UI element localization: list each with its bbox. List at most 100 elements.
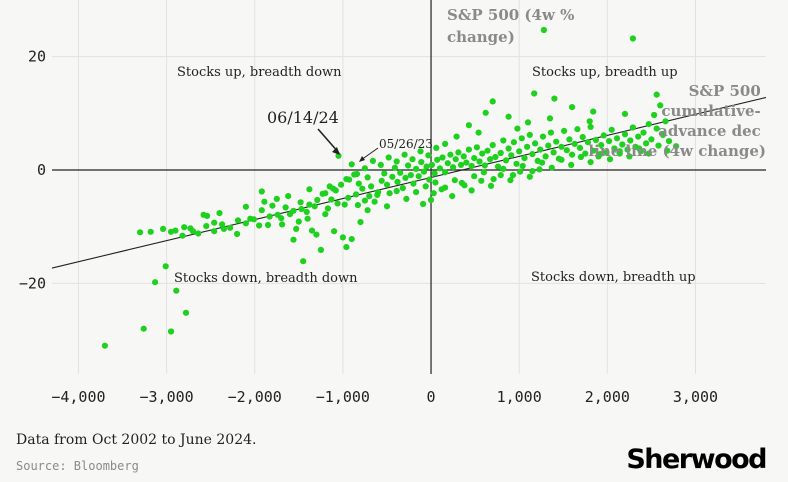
scatter-point (234, 230, 241, 238)
grid-lines (52, 0, 766, 374)
scatter-point (626, 153, 633, 160)
scatter-point (521, 155, 528, 162)
scatter-point (369, 157, 376, 164)
scatter-point (621, 110, 629, 117)
scatter-point (547, 129, 555, 136)
scatter-point (657, 102, 664, 109)
scatter-point (407, 172, 414, 179)
scatter-point (613, 135, 621, 142)
scatter-point (513, 160, 520, 167)
scatter-point (531, 90, 538, 97)
sherwood-logo: Sherwood (626, 444, 767, 475)
scatter-point (645, 121, 652, 128)
scatter-point (479, 150, 486, 157)
scatter-point (311, 203, 318, 210)
scatter-point (526, 131, 533, 138)
scatter-point (147, 228, 154, 235)
scatter-point (468, 187, 475, 194)
scatter-point (627, 137, 634, 144)
scatter-point (664, 147, 671, 154)
scatter-point (673, 143, 680, 150)
scatter-point (616, 148, 623, 155)
scatter-point (471, 173, 478, 180)
scatter-point (410, 180, 417, 187)
scatter-point (339, 234, 346, 241)
scatter-point (546, 115, 554, 122)
scatter-point (173, 287, 180, 294)
scatter-point (444, 160, 451, 167)
scatter-point (640, 129, 647, 136)
scatter-point (465, 122, 472, 129)
scatter-point (306, 201, 313, 208)
scatter-point (258, 188, 265, 195)
scatter-point (665, 138, 673, 145)
scatter-point (431, 170, 438, 177)
scatter-point (452, 156, 459, 163)
scatter-point (428, 161, 435, 168)
scatter-point (357, 219, 364, 226)
scatter-point (331, 228, 338, 235)
scatter-point (368, 183, 375, 190)
scatter-point (355, 180, 362, 187)
scatter-point (540, 26, 548, 34)
x-tick-label: −3,000 (139, 388, 193, 406)
scatter-point (427, 196, 435, 204)
scatter-point (393, 187, 400, 195)
scatter-point (451, 177, 458, 184)
scatter-point (137, 229, 144, 236)
scatter-point (353, 170, 361, 178)
scatter-point (517, 168, 524, 175)
scatter-point (484, 147, 491, 154)
scatter-point (542, 153, 549, 160)
scatter-point (624, 146, 631, 153)
scatter-point (303, 208, 310, 215)
scatter-point (463, 159, 470, 166)
scatter-point (417, 148, 424, 155)
scatter-point (592, 136, 600, 144)
y-tick-label: −20 (19, 274, 46, 292)
scatter-point (480, 169, 487, 176)
quadrant-label-down-down: Stocks down, breadth down (174, 271, 358, 286)
scatter-point (439, 154, 446, 161)
scatter-point (529, 151, 536, 158)
scatter-point (447, 151, 454, 158)
scatter-point (152, 279, 159, 286)
scatter-point (298, 206, 305, 213)
scatter-point (611, 145, 618, 152)
scatter-point (413, 189, 420, 196)
scatter-point (635, 133, 642, 140)
scatter-point (364, 207, 371, 214)
scatter-point (401, 151, 408, 158)
scatter-point (273, 195, 280, 202)
source-label: Source: Bloomberg (16, 459, 139, 473)
scatter-point (569, 104, 576, 111)
x-axis-title-line-1: S&P 500 (689, 82, 761, 100)
scatter-point (409, 156, 416, 163)
scatter-point (606, 156, 614, 163)
scatter-point (405, 162, 412, 169)
scatter-point (374, 191, 381, 198)
scatter-point (514, 125, 521, 132)
scatter-point (494, 163, 502, 170)
scatter-point (475, 129, 482, 136)
scatter-point (264, 221, 272, 229)
scatter-point (348, 236, 355, 243)
scatter-point (584, 139, 592, 146)
scatter-point (629, 35, 637, 42)
scatter-point (420, 168, 428, 175)
scatter-point (508, 152, 515, 159)
scatter-point (500, 137, 507, 144)
footnote: Data from Oct 2002 to June 2024. (16, 432, 257, 448)
scatter-point (366, 193, 373, 200)
scatter-point (516, 148, 523, 155)
x-tick-label: 0 (427, 388, 436, 406)
scatter-point (489, 142, 496, 149)
y-axis-title-line-1: S&P 500 (4w % (447, 6, 574, 24)
quadrant-label-up-down: Stocks up, breadth down (177, 65, 342, 80)
scatter-point (490, 176, 497, 183)
scatter-point (385, 154, 392, 161)
scatter-point (389, 173, 396, 180)
scatter-point (423, 163, 430, 170)
scatter-point (216, 210, 223, 217)
scatter-point (234, 217, 242, 224)
